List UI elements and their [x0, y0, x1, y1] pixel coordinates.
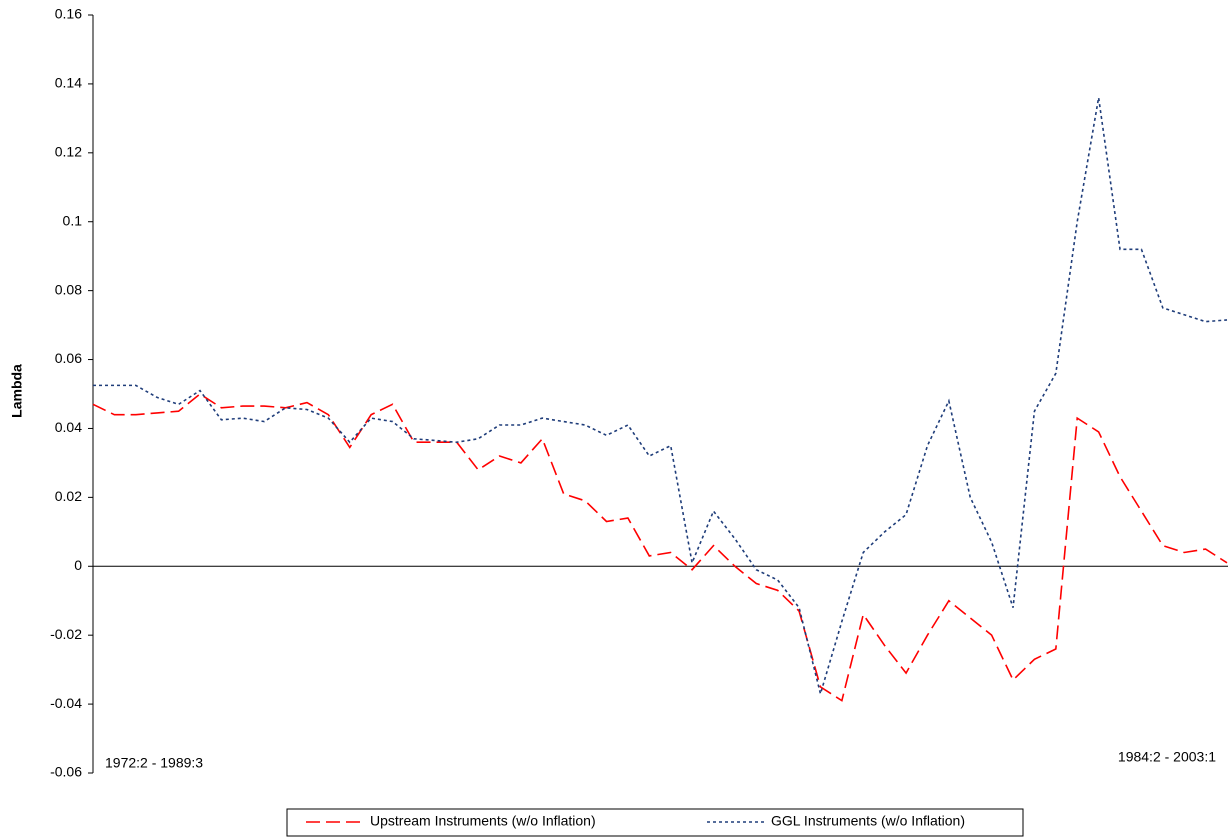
y-tick-label: -0.04 [50, 695, 82, 711]
y-axis-title: Lambda [9, 364, 25, 418]
y-tick-label: 0.06 [55, 350, 82, 366]
y-tick-label: 0.16 [55, 6, 82, 22]
legend-box [286, 808, 1024, 837]
y-tick-label: 0 [74, 557, 82, 573]
annotation: 1972:2 - 1989:3 [105, 755, 203, 771]
line-series [93, 97, 1228, 697]
y-tick-label: 0.08 [55, 281, 82, 297]
y-tick-label: -0.06 [50, 764, 82, 780]
line-series [92, 393, 1228, 702]
y-tick-label: 0.14 [55, 75, 82, 91]
y-tick-label: 0.1 [63, 212, 83, 228]
y-tick-label: 0.12 [55, 144, 82, 160]
y-tick-label: 0.02 [55, 488, 82, 504]
legend-label: GGL Instruments (w/o Inflation) [771, 813, 965, 829]
annotation: 1984:2 - 2003:1 [1118, 749, 1216, 765]
y-tick-label: 0.04 [55, 419, 82, 435]
y-tick-label: -0.02 [50, 626, 82, 642]
legend-label: Upstream Instruments (w/o Inflation) [370, 813, 596, 829]
